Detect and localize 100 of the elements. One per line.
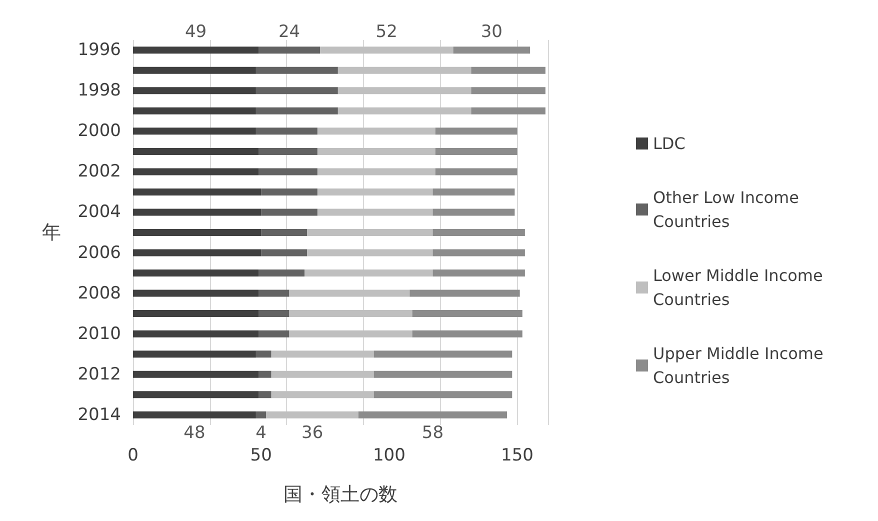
y-tick-label: 2008: [78, 283, 121, 304]
bar: [432, 208, 515, 216]
bar: [258, 330, 290, 338]
bar: [133, 310, 259, 318]
bar: [261, 208, 318, 216]
y-axis-title: 年: [42, 222, 61, 244]
bar: [471, 107, 546, 114]
bar: [432, 270, 525, 277]
legend-label: Lower Middle Income Countries: [653, 266, 828, 309]
bar: [258, 270, 305, 277]
bar: [133, 128, 256, 135]
legend-label: LDC: [653, 134, 686, 153]
bar: [271, 391, 374, 398]
bar: [435, 148, 518, 155]
bar: [374, 370, 512, 378]
bar: [320, 46, 454, 54]
bar: [258, 148, 318, 155]
legend-label: Other Low Income Countries: [653, 188, 804, 231]
bar: [435, 168, 518, 176]
bar: [133, 168, 259, 176]
y-tick-label: 2014: [78, 404, 121, 425]
bar: [266, 411, 358, 418]
legend-label: Upper Middle Income Countries: [653, 344, 828, 387]
data-label: 36: [302, 422, 324, 443]
bar: [261, 249, 308, 256]
y-tick-label: 2006: [78, 242, 121, 263]
bar: [374, 350, 512, 358]
bar: [432, 249, 525, 256]
data-label: 4: [256, 422, 266, 443]
bar: [258, 168, 318, 176]
bar: [258, 310, 290, 318]
bar: [412, 330, 522, 338]
data-label: 24: [278, 22, 300, 42]
bar: [133, 229, 262, 236]
y-tick-label: 1996: [78, 40, 121, 60]
bar: [317, 128, 436, 135]
bar: [133, 87, 256, 94]
data-label: 52: [376, 22, 398, 42]
bar: [432, 188, 515, 196]
bar: [256, 87, 338, 94]
bar: [133, 411, 256, 418]
x-tick-label: 150: [501, 446, 534, 466]
bar: [374, 391, 512, 398]
bar: [261, 188, 318, 196]
bar: [317, 148, 436, 155]
y-tick-label: 2012: [78, 364, 121, 384]
bar: [133, 370, 259, 378]
bar: [258, 46, 320, 54]
x-tick-label: 0: [128, 446, 138, 466]
bar: [256, 128, 318, 135]
data-label: 58: [422, 422, 444, 443]
bar: [289, 310, 412, 318]
x-tick-label: 100: [372, 446, 406, 466]
bar: [261, 229, 308, 236]
bar: [289, 330, 412, 338]
bar: [133, 330, 259, 338]
bar: [133, 391, 259, 398]
y-tick-label: 2000: [78, 121, 121, 142]
bar: [258, 391, 272, 398]
bar: [256, 411, 266, 418]
data-label: 48: [184, 422, 206, 443]
bar: [410, 290, 520, 297]
bar: [133, 290, 259, 297]
bar: [289, 290, 410, 297]
bar: [133, 350, 256, 358]
bar: [338, 87, 472, 94]
bar: [317, 168, 436, 176]
y-tick-label: 2002: [78, 162, 121, 182]
bar: [133, 46, 259, 54]
y-tick-label: 2004: [78, 202, 121, 222]
bar: [256, 350, 272, 358]
bar: [432, 229, 525, 236]
bar: [256, 66, 338, 74]
bar: [317, 188, 433, 196]
bar: [317, 208, 433, 216]
y-tick-label: 1998: [78, 80, 121, 101]
data-label: 49: [184, 22, 207, 42]
bar: [133, 107, 256, 114]
bar: [258, 290, 290, 297]
bar: [453, 46, 530, 54]
bar: [271, 370, 374, 378]
bar: [304, 270, 433, 277]
x-tick-label: 50: [250, 446, 272, 466]
bar: [307, 229, 433, 236]
bar: [133, 249, 262, 256]
bar: [256, 107, 338, 114]
bar: [338, 66, 472, 74]
bar: [258, 370, 272, 378]
bar: [471, 66, 546, 74]
bar: [471, 87, 546, 94]
data-label: 30: [480, 22, 502, 42]
bar: [133, 66, 256, 74]
bar: [271, 350, 374, 358]
bar: [307, 249, 433, 256]
bar: [133, 208, 262, 216]
bar: [133, 188, 262, 196]
bar: [435, 128, 518, 135]
bar: [358, 411, 508, 418]
bar: [412, 310, 522, 318]
bar: [133, 148, 259, 155]
